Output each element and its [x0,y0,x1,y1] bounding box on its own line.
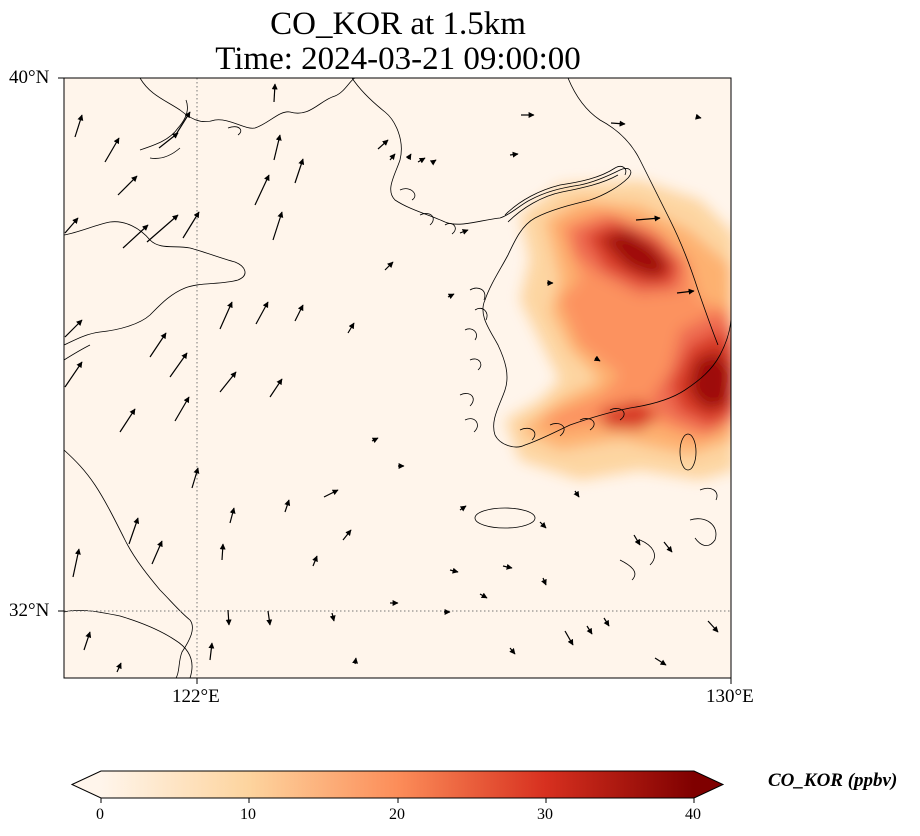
wind-arrow [633,534,641,546]
coastlines [64,78,731,678]
wind-arrow [266,610,273,626]
lat-label-32n: 32°N [9,600,50,621]
co-concentration-field [505,180,731,480]
wind-arrow [119,408,136,433]
wind-arrow [117,175,138,196]
wind-arrow [149,332,167,358]
wind-arrow [347,322,355,334]
wind-arrow [191,467,200,489]
wind-arrow [635,215,661,222]
wind-arrow [128,517,140,545]
wind-arrow [417,157,426,164]
wind-arrow [509,647,516,655]
wind-arrow [64,319,83,338]
colorbar-extend-max [694,771,723,798]
lon-label-122e: 122°E [172,686,220,707]
wind-arrow [273,134,282,161]
wind-arrow [229,507,236,524]
wind-arrow [182,211,200,239]
wind-arrow [254,174,270,206]
wind-arrow [352,657,359,665]
colorbar-label: CO_KOR (ppbv) [768,770,898,791]
wind-arrow [294,158,305,184]
wind-arrow [83,631,92,651]
wind-arrow [389,153,396,161]
colorbar-tick-10: 10 [240,806,256,823]
wind-arrow [74,114,84,138]
wind-arrow [208,642,215,661]
wind-arrow [225,609,232,626]
wind-arrow [146,214,179,243]
wind-arrow [284,499,291,513]
colorbar [70,770,725,803]
colorbar-tick-40: 40 [685,806,701,823]
colorbar-tick-30: 30 [537,806,553,823]
wind-arrow [72,548,81,578]
lon-label-130e: 130°E [706,686,754,707]
wind-arrow [312,555,318,567]
map-title: CO_KOR at 1.5km [270,6,526,42]
wind-arrow [64,217,79,234]
colorbar-gradient [101,771,694,798]
wind-arrow [539,521,547,529]
wind-arrow [384,261,394,271]
wind-arrow [405,153,412,161]
wind-arrow [573,490,580,498]
wind-arrow [219,371,237,393]
wind-arrow [269,378,283,398]
wind-arrow [541,577,547,586]
wind-arrow [459,229,469,235]
lat-label-40n: 40°N [9,67,50,88]
map-subtitle-time: Time: 2024-03-21 09:00:00 [215,41,581,77]
wind-arrow [122,224,149,249]
wind-arrow [294,304,304,322]
wind-arrow [104,137,120,163]
wind-arrow [342,529,352,541]
wind-arrow [116,662,122,673]
wind-arrow [329,612,336,622]
wind-arrow [377,139,389,150]
wind-arrow [610,120,626,127]
wind-arrow [371,437,379,444]
wind-arrow [707,620,719,633]
wind-arrow [459,505,467,512]
wind-arrow [564,630,574,646]
wind-arrow [449,567,459,574]
axis-ticks [58,77,732,684]
graticule [64,78,731,678]
wind-arrow [64,361,83,388]
wind-arrow [479,592,488,599]
wind-arrow [272,211,284,241]
colorbar-tick-0: 0 [96,806,104,823]
wind-arrow [429,159,437,166]
colorbar-tick-20: 20 [389,806,405,823]
wind-arrow [169,352,188,378]
wind-arrow [502,563,513,570]
wind-arrow [676,288,695,295]
wind-arrow [255,301,269,325]
wind-arrow [174,396,190,422]
wind-arrow [323,489,339,498]
wind-arrow [509,151,519,158]
wind-arrow [151,540,163,565]
wind-arrow [654,657,667,666]
wind-arrow [447,293,455,300]
jeju-island [474,507,536,529]
wind-arrow [695,113,702,120]
colorbar-extend-min [72,771,101,798]
wind-arrow [219,543,226,561]
wind-vectors [64,83,719,673]
wind-arrow [663,541,673,553]
wind-arrow [593,355,601,362]
wind-arrow [586,625,593,635]
wind-arrow [219,301,233,330]
wind-arrow [603,617,610,627]
wind-arrow [174,111,191,137]
map-frame [63,77,732,679]
wind-arrow [271,83,278,103]
